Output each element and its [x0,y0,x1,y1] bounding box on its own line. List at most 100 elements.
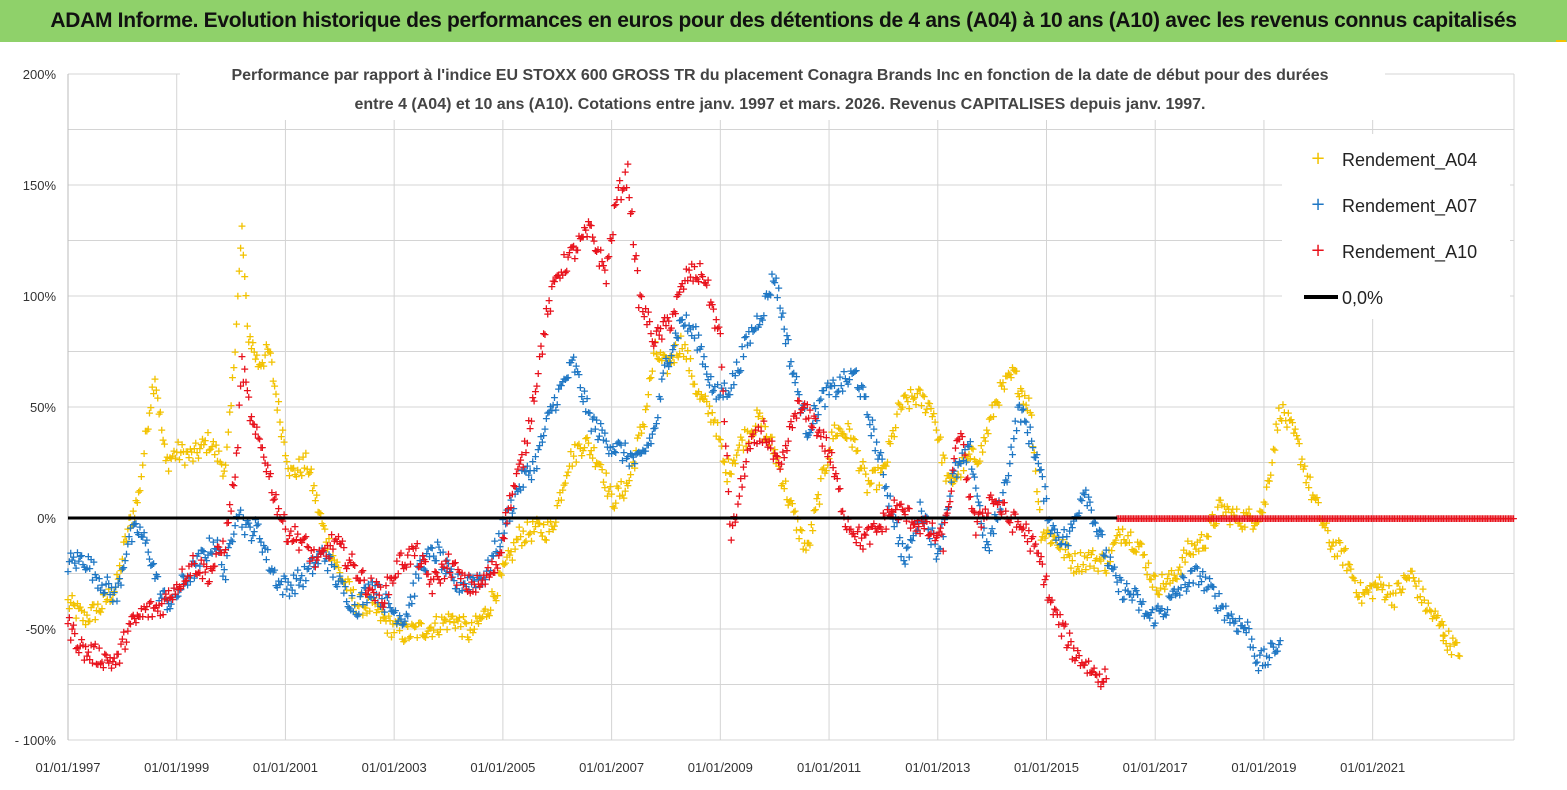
data-point: + [674,331,683,344]
data-point: + [1064,548,1073,561]
data-point: + [593,457,602,470]
data-point: + [1189,548,1198,561]
series-Rendement_A07: ++++++++++++++++++++++++++++++++++++++++… [63,268,1284,677]
data-point: + [634,429,643,442]
data-point: + [1280,406,1289,419]
data-point: + [513,485,522,498]
data-point: + [487,585,496,598]
x-tick-label: 01/01/2013 [905,760,970,775]
data-point: + [148,558,157,571]
data-point: + [1081,563,1090,576]
data-point: + [664,354,673,367]
data-point: + [1448,631,1457,644]
data-point: + [1379,579,1388,592]
data-point: + [471,581,480,594]
data-point: + [462,617,471,630]
data-point: + [1194,545,1203,558]
data-point: + [925,397,934,410]
data-point: + [739,443,748,456]
data-point: + [683,325,692,338]
data-point: + [296,574,305,587]
data-point: + [1195,533,1204,546]
data-point: + [627,459,636,472]
data-point: + [784,499,793,512]
data-point: + [328,570,337,583]
data-point: + [592,413,601,426]
data-point: + [570,438,579,451]
data-point: + [735,365,744,378]
data-point: + [244,391,253,404]
data-point: + [949,475,958,488]
data-point: + [274,395,283,408]
data-point: + [896,402,905,415]
data-point: + [667,357,676,370]
data-point: + [438,616,447,629]
data-point: + [1240,520,1249,533]
data-point: + [535,517,544,530]
data-point: + [546,304,555,317]
data-point: + [1346,563,1355,576]
data-point: + [714,433,723,446]
data-point: + [1225,518,1234,531]
data-point: + [430,617,439,630]
data-point: + [160,584,169,597]
data-point: + [827,446,836,459]
data-point: + [776,302,785,315]
data-point: + [1325,536,1334,549]
data-point: + [1079,558,1088,571]
data-point: + [282,583,291,596]
data-point: + [224,426,233,439]
data-point: + [1004,469,1013,482]
data-point: + [547,404,556,417]
data-point: + [243,319,252,332]
data-point: + [216,544,225,557]
data-point: + [202,446,211,459]
data-point: + [1384,579,1393,592]
data-point: + [226,399,235,412]
data-point: + [250,525,259,538]
data-point: + [550,520,559,533]
data-point: + [860,461,869,474]
data-point: + [467,577,476,590]
data-point: + [762,287,771,300]
data-point: + [296,465,305,478]
data-point: + [127,535,136,548]
data-point: + [641,445,650,458]
data-point: + [973,457,982,470]
data-point: + [1084,546,1093,559]
data-point: + [504,503,513,516]
data-point: + [390,626,399,639]
data-point: + [978,445,987,458]
data-point: + [186,442,195,455]
data-point: + [436,546,445,559]
data-point: + [267,562,276,575]
data-point: + [771,457,780,470]
data-point: + [1387,598,1396,611]
data-point: + [1075,565,1084,578]
data-point: + [670,339,679,352]
data-point: + [1185,547,1194,560]
data-point: + [1072,565,1081,578]
data-point: + [69,598,78,611]
data-point: + [1273,424,1282,437]
data-point: + [1197,528,1206,541]
data-point: + [1041,480,1050,493]
data-point: + [1145,573,1154,586]
data-point: + [513,533,522,546]
data-point: + [636,421,645,434]
data-point: + [948,463,957,476]
data-point: + [842,432,851,445]
data-point: + [748,429,757,442]
data-point: + [1012,365,1021,378]
data-point: + [956,471,965,484]
data-point: + [494,566,503,579]
data-point: + [558,375,567,388]
data-point: + [1073,560,1082,573]
data-point: + [1102,672,1111,685]
data-point: + [720,415,729,428]
data-point: + [233,289,242,302]
data-point: + [160,438,169,451]
data-point: + [622,477,631,490]
data-point: + [618,488,627,501]
data-point: + [693,388,702,401]
